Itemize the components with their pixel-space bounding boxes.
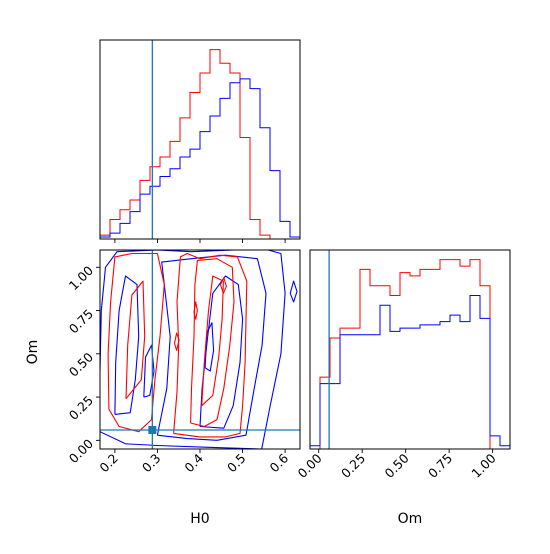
truth-marker <box>148 425 157 434</box>
contour-x-tick-label: 0.5 <box>224 451 249 476</box>
contour-line-red <box>173 252 248 438</box>
contour-line-red <box>219 277 227 294</box>
contour-line-blue <box>204 322 215 372</box>
contour-y-tick-label: 0.50 <box>66 349 96 379</box>
h0-marginal-histogram-red <box>100 49 300 239</box>
x-axis-label-om: Om <box>398 511 423 527</box>
contour-line-red <box>190 258 235 428</box>
om-marginal-x-tick-label: 0.00 <box>295 450 325 480</box>
om-marginal-histogram-blue <box>310 295 510 449</box>
contour-y-tick-label: 0.75 <box>66 306 96 336</box>
contour-plot-area <box>100 250 300 449</box>
contour-x-tick-label: 0.2 <box>96 451 121 476</box>
contour-line-red <box>107 252 165 433</box>
contour-x-tick-label: 0.3 <box>139 451 164 476</box>
contour-line-red <box>201 275 224 407</box>
x-axis-label-h0: H0 <box>190 511 209 527</box>
om-marginal-x-tick-label: 1.00 <box>468 450 498 480</box>
om-marginal-x-tick-label: 0.75 <box>425 451 455 481</box>
om-marginal-x-tick-label: 0.50 <box>381 450 411 480</box>
contour-line-red <box>173 332 180 351</box>
om-marginal-plot-area <box>310 250 510 449</box>
h0-marginal-plot-area <box>100 40 300 239</box>
contour-line-blue <box>156 254 267 441</box>
h0-marginal-histogram-blue <box>100 78 300 239</box>
contour-line-blue <box>100 250 286 449</box>
om-marginal-frame <box>309 249 511 450</box>
contour-y-tick-label: 0.00 <box>66 436 96 466</box>
om-marginal-histogram-red <box>310 259 510 449</box>
contour-line-blue <box>289 280 298 303</box>
contour-y-tick-label: 1.00 <box>66 263 96 293</box>
h0-marginal-panel <box>99 39 301 243</box>
om-marginal-x-tick-label: 0.25 <box>338 451 368 481</box>
contour-y-tick-label: 0.25 <box>66 393 96 423</box>
contour-x-tick-label: 0.6 <box>267 450 292 475</box>
h0-om-contour-panel: 0.2 0.3 0.4 0.5 0.6 0.00 0.25 0.50 0.75 1.00 <box>66 249 301 476</box>
contour-x-tick-label: 0.4 <box>181 450 206 475</box>
y-axis-label-om: Om <box>25 340 41 365</box>
om-marginal-panel: 0.00 0.25 0.50 0.75 1.00 <box>295 249 511 481</box>
contour-line-red <box>193 301 198 320</box>
contour-line-blue <box>114 275 140 415</box>
contour-line-red <box>125 280 146 400</box>
